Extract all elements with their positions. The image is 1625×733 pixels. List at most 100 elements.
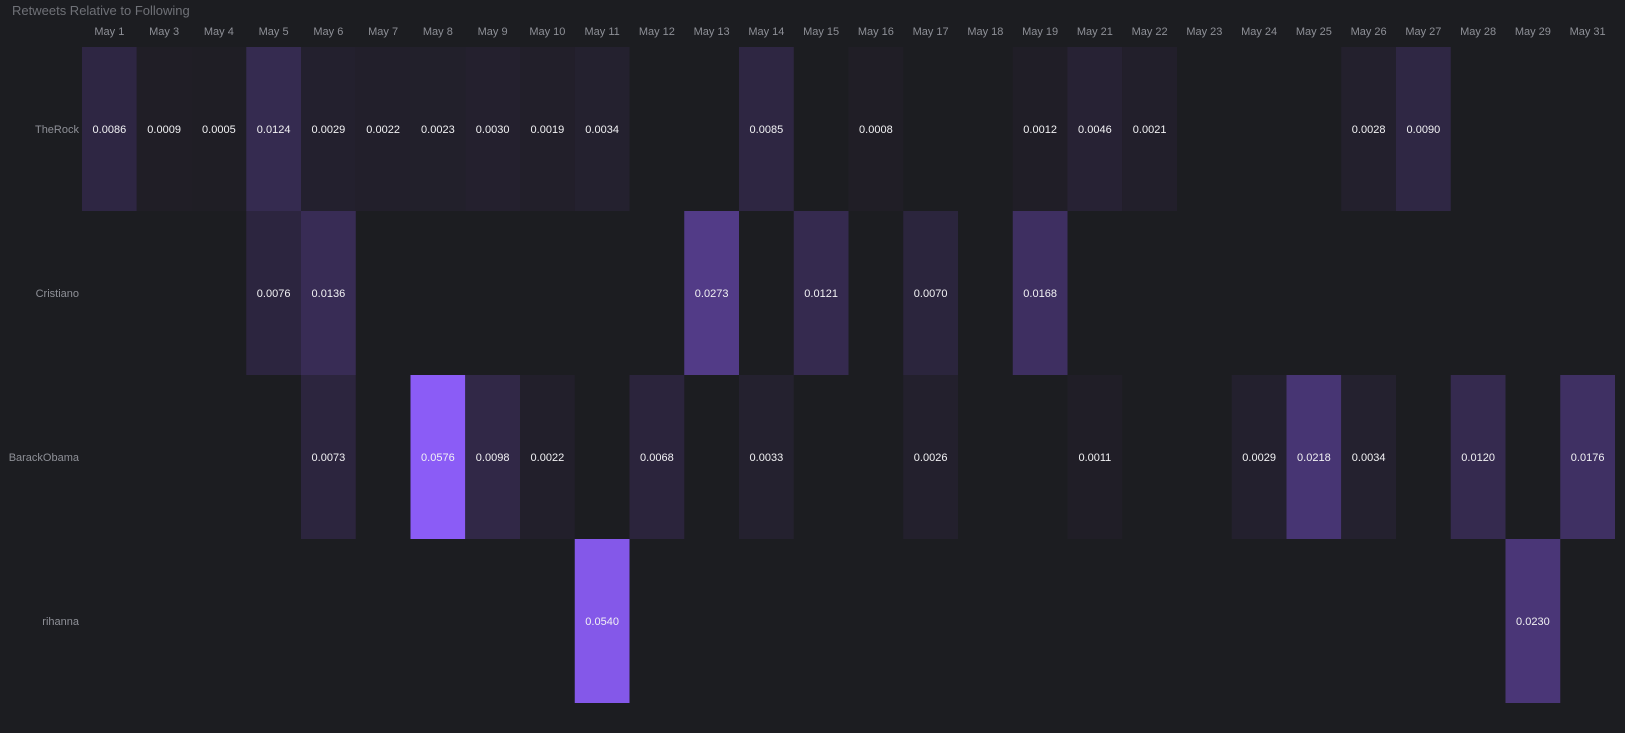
cell-value-label: 0.0098 (476, 452, 510, 464)
heatmap-cell[interactable] (191, 47, 247, 211)
column-label: May 31 (1570, 26, 1606, 38)
column-label: May 7 (368, 26, 398, 38)
cell-value-label: 0.0121 (804, 288, 838, 300)
column-label: May 11 (584, 26, 619, 38)
row-label: Cristiano (36, 288, 79, 300)
column-label: May 3 (149, 26, 179, 38)
column-label: May 26 (1351, 26, 1387, 38)
cell-value-label: 0.0124 (257, 124, 291, 136)
heatmap-cell[interactable] (1505, 539, 1561, 703)
column-label: May 1 (94, 26, 124, 38)
heatmap-cell[interactable] (574, 47, 630, 211)
column-label: May 19 (1022, 26, 1058, 38)
cell-value-label: 0.0019 (531, 124, 565, 136)
heatmap-cell[interactable] (574, 539, 630, 703)
heatmap-cell[interactable] (301, 47, 356, 211)
heatmap-cell[interactable] (520, 375, 575, 539)
heatmap-cell[interactable] (1067, 375, 1123, 539)
cell-value-label: 0.0576 (421, 452, 455, 464)
cell-value-label: 0.0120 (1461, 452, 1495, 464)
heatmap-cell[interactable] (410, 47, 466, 211)
heatmap-cell[interactable] (739, 47, 794, 211)
heatmap-cell[interactable] (848, 47, 904, 211)
heatmap-cell[interactable] (465, 47, 520, 211)
column-label: May 16 (858, 26, 894, 38)
row-label: rihanna (42, 616, 80, 628)
heatmap-cell[interactable] (1231, 375, 1287, 539)
heatmap-cell[interactable] (684, 211, 739, 375)
heatmap-cell[interactable] (739, 375, 794, 539)
column-label: May 14 (748, 26, 784, 38)
heatmap-cell[interactable] (465, 375, 520, 539)
cell-value-label: 0.0009 (147, 124, 181, 136)
cell-value-label: 0.0070 (914, 288, 948, 300)
heatmap-cell[interactable] (301, 375, 356, 539)
cell-value-label: 0.0022 (531, 452, 565, 464)
cell-value-label: 0.0176 (1571, 452, 1605, 464)
heatmap-cell[interactable] (1396, 47, 1451, 211)
heatmap-cell[interactable] (1012, 211, 1068, 375)
cell-value-label: 0.0030 (476, 124, 510, 136)
cell-value-label: 0.0011 (1078, 452, 1111, 464)
column-label: May 12 (639, 26, 675, 38)
cell-value-label: 0.0008 (859, 124, 893, 136)
heatmap-cell[interactable] (520, 47, 575, 211)
cell-value-label: 0.0005 (202, 124, 236, 136)
cell-value-label: 0.0033 (750, 452, 784, 464)
heatmap-cell[interactable] (1122, 47, 1177, 211)
cell-value-label: 0.0086 (93, 124, 127, 136)
cell-value-label: 0.0034 (585, 124, 619, 136)
column-label: May 10 (529, 26, 565, 38)
cell-value-label: 0.0046 (1078, 124, 1112, 136)
chart-title: Retweets Relative to Following (12, 3, 190, 18)
column-label: May 24 (1241, 26, 1277, 38)
column-label: May 25 (1296, 26, 1332, 38)
cell-value-label: 0.0218 (1297, 452, 1331, 464)
cell-value-label: 0.0168 (1023, 288, 1057, 300)
heatmap-cell[interactable] (136, 47, 192, 211)
heatmap-cell[interactable] (246, 211, 301, 375)
heatmap-cell[interactable] (82, 47, 137, 211)
cell-value-label: 0.0034 (1352, 452, 1386, 464)
heatmap-cell[interactable] (355, 47, 411, 211)
column-label: May 21 (1077, 26, 1113, 38)
cell-value-label: 0.0021 (1133, 124, 1167, 136)
heatmap-cell[interactable] (1341, 47, 1396, 211)
heatmap-cell[interactable] (1341, 375, 1396, 539)
column-label: May 28 (1460, 26, 1496, 38)
cell-value-label: 0.0029 (1242, 452, 1276, 464)
heatmap-cell[interactable] (903, 375, 958, 539)
heatmap-cell[interactable] (1560, 375, 1615, 539)
heatmap-cell[interactable] (301, 211, 356, 375)
row-label: BarackObama (9, 452, 80, 464)
cell-value-label: 0.0273 (695, 288, 729, 300)
cell-value-label: 0.0068 (640, 452, 674, 464)
cell-value-label: 0.0073 (312, 452, 346, 464)
heatmap-cell[interactable] (1012, 47, 1068, 211)
heatmap-cell[interactable] (903, 211, 958, 375)
cell-value-label: 0.0076 (257, 288, 291, 300)
heatmap-cell[interactable] (246, 47, 301, 211)
row-label: TheRock (35, 124, 80, 136)
column-label: May 22 (1132, 26, 1168, 38)
heatmap-cell[interactable] (1286, 375, 1342, 539)
column-label: May 15 (803, 26, 839, 38)
cell-value-label: 0.0136 (312, 288, 346, 300)
cell-value-label: 0.0026 (914, 452, 948, 464)
heatmap-cell[interactable] (793, 211, 849, 375)
column-label: May 27 (1405, 26, 1441, 38)
cell-value-label: 0.0022 (366, 124, 400, 136)
cell-value-label: 0.0230 (1516, 616, 1550, 628)
heatmap-cell[interactable] (1067, 47, 1123, 211)
column-label: May 18 (967, 26, 1003, 38)
cell-value-label: 0.0085 (750, 124, 784, 136)
heatmap-cell[interactable] (410, 375, 466, 539)
heatmap-cell[interactable] (1450, 375, 1506, 539)
cell-value-label: 0.0023 (421, 124, 455, 136)
cell-value-label: 0.0090 (1407, 124, 1441, 136)
heatmap-cell[interactable] (629, 375, 685, 539)
column-label: May 13 (694, 26, 730, 38)
column-label: May 8 (423, 26, 453, 38)
cell-value-label: 0.0029 (312, 124, 346, 136)
